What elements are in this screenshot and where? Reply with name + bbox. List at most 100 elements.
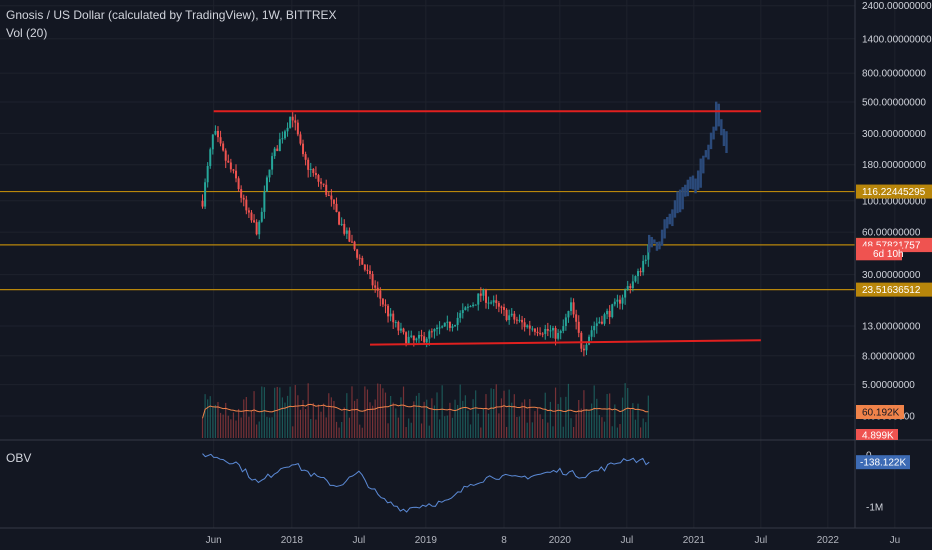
candle-body	[554, 328, 557, 339]
volume-bar	[451, 417, 454, 438]
volume-bar	[627, 387, 629, 438]
volume-bar	[310, 419, 312, 438]
candle-body	[570, 302, 573, 312]
volume-bar	[480, 427, 482, 438]
candle-body	[508, 315, 511, 321]
volume-bar	[410, 422, 412, 438]
volume-bar	[304, 408, 307, 438]
volume-bar	[361, 427, 363, 438]
candle-body	[314, 172, 317, 176]
time-axis[interactable]: Jun 2018 Jul 2019 8 2020 Jul 2021 Jul 2022 Ju	[206, 535, 901, 546]
volume-bar	[307, 383, 309, 438]
candle-body	[361, 258, 364, 265]
candle-body	[216, 130, 219, 138]
volume-bar	[235, 420, 237, 438]
candle-body	[631, 281, 634, 289]
price-tick-label: 1400.00000000	[862, 34, 932, 45]
volume-bars	[201, 383, 649, 438]
candle-body	[539, 333, 542, 335]
volume-bar	[554, 387, 557, 438]
volume-bar	[330, 397, 332, 438]
volume-bar	[572, 426, 575, 438]
volume-bar	[508, 389, 510, 438]
projection-bar	[650, 236, 653, 248]
trendlines[interactable]	[213, 110, 761, 346]
candle-body	[402, 328, 405, 333]
volume-ma-line	[202, 403, 649, 419]
volume-bar	[312, 402, 314, 438]
projection-bar	[671, 209, 674, 227]
candle-body	[518, 319, 521, 321]
price-tick-label: 180.00000000	[862, 160, 926, 171]
candle-body	[276, 148, 279, 152]
volume-bar	[240, 417, 242, 438]
candle-body	[484, 289, 487, 303]
volume-bar	[438, 419, 441, 438]
volume-bar	[356, 398, 358, 438]
candle-body	[299, 134, 302, 144]
volume-bar	[593, 385, 595, 438]
candle-body	[567, 311, 570, 318]
candle-body	[639, 271, 642, 273]
volume-bar	[645, 422, 647, 438]
projection-bar	[676, 191, 679, 214]
candle-body	[436, 327, 439, 330]
volume-bar	[279, 387, 281, 438]
volume-bar	[467, 410, 469, 438]
candle-body	[235, 170, 238, 179]
volume-bar	[392, 402, 394, 438]
candle-body	[209, 149, 212, 166]
volume-bar	[598, 415, 600, 438]
projection-bar	[717, 103, 720, 127]
volume-bar	[632, 403, 634, 438]
volume-bar	[567, 383, 570, 438]
candle-body	[247, 210, 250, 213]
volume-bar	[346, 393, 348, 438]
obv-axis: 0-1M-138.122K	[856, 451, 910, 514]
horizontal-levels[interactable]	[0, 190, 855, 291]
candle-body	[580, 332, 583, 349]
volume-bar	[521, 402, 523, 438]
volume-bar	[552, 426, 554, 438]
volume-bar	[539, 414, 541, 438]
volume-bar	[317, 404, 320, 438]
price-tick-label: 5.00000000	[862, 380, 915, 391]
volume-bar	[557, 403, 559, 438]
candle-body	[335, 203, 338, 213]
candle-body	[531, 328, 534, 330]
volume-bar	[387, 423, 389, 438]
projection-bar	[668, 213, 672, 225]
volume-bar	[328, 393, 330, 438]
projection-bar	[696, 170, 700, 190]
candle-body	[258, 221, 261, 235]
volume-bar	[575, 414, 577, 438]
volume-bar	[402, 386, 405, 438]
candle-body	[477, 293, 480, 305]
volume-bar	[232, 412, 235, 438]
volume-bar	[343, 407, 345, 438]
projection-bar	[702, 155, 705, 174]
volume-bar	[531, 422, 533, 438]
projection-bar	[660, 229, 664, 246]
candle-body	[451, 326, 454, 328]
candle-body	[389, 313, 392, 317]
projection-bar	[663, 219, 666, 239]
volume-bar	[436, 392, 438, 438]
candle-body	[608, 310, 611, 318]
volume-bar	[299, 409, 302, 438]
candle-body	[575, 314, 578, 322]
candle-body	[446, 321, 449, 323]
candle-body	[443, 322, 446, 327]
volume-bar	[614, 404, 616, 438]
volume-bar	[536, 407, 539, 438]
projection-bar	[647, 234, 651, 253]
volume-indicator-label: Vol (20)	[6, 26, 48, 40]
price-tick-label: 100.00000000	[862, 196, 926, 207]
volume-bar	[619, 424, 621, 438]
volume-bar	[634, 419, 637, 438]
projection-bar	[720, 119, 723, 136]
candle-body	[600, 321, 603, 324]
projection-bar	[658, 241, 661, 250]
candle-body	[454, 324, 457, 327]
